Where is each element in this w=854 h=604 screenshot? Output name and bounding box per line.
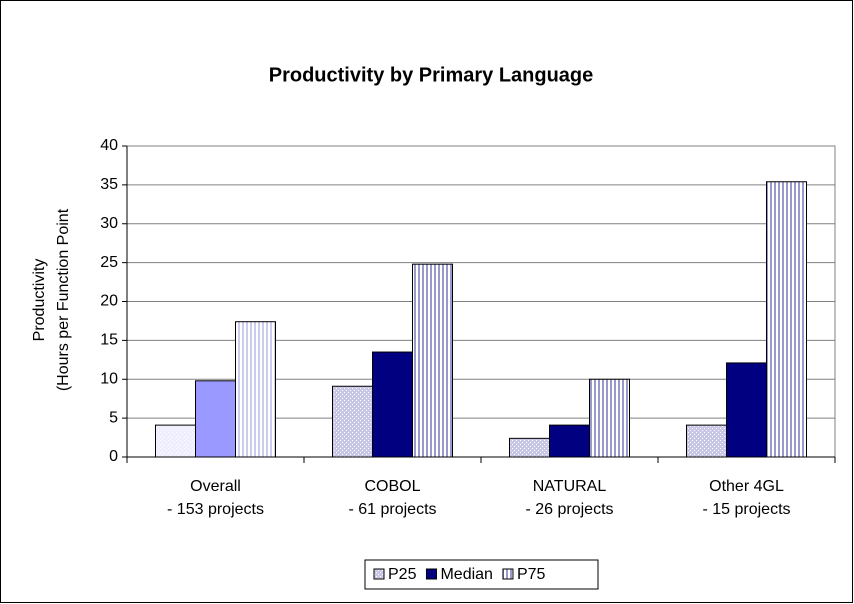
y-tick-label: 0	[109, 448, 118, 465]
legend-label: P25	[388, 566, 417, 583]
x-tick-label: Overall - 153 projects	[167, 478, 264, 518]
bar	[372, 351, 413, 458]
bar	[332, 385, 373, 458]
bar	[549, 424, 590, 458]
bar	[412, 263, 453, 458]
chart-title: Productivity by Primary Language	[269, 64, 594, 86]
y-axis-label: (Hours per Function Point	[55, 208, 72, 391]
y-tick-label: 15	[100, 332, 118, 349]
y-tick-label: 5	[109, 409, 118, 426]
bar	[155, 424, 196, 458]
y-tick-label: 35	[100, 176, 118, 193]
y-tick-label: 40	[100, 137, 118, 154]
y-axis-label: Productivity	[31, 259, 48, 342]
y-tick-label: 10	[100, 370, 118, 387]
bar	[195, 380, 236, 458]
bar	[726, 362, 767, 458]
x-tick-label: COBOL - 61 projects	[348, 478, 436, 518]
legend-swatch	[425, 568, 437, 580]
legend	[364, 559, 599, 590]
bar	[235, 321, 276, 458]
bar	[766, 181, 807, 458]
bar	[589, 378, 630, 458]
x-tick-label: Other 4GL - 15 projects	[702, 478, 790, 518]
legend-swatch	[373, 568, 385, 580]
y-tick-label: 25	[100, 254, 118, 271]
x-tick-label: NATURAL - 26 projects	[525, 478, 613, 518]
y-tick-label: 20	[100, 293, 118, 310]
legend-label: P75	[517, 566, 546, 583]
legend-label: Median	[440, 566, 492, 583]
bar	[686, 424, 727, 458]
bar	[509, 437, 550, 458]
y-tick-label: 30	[100, 215, 118, 232]
legend-swatch	[502, 568, 514, 580]
